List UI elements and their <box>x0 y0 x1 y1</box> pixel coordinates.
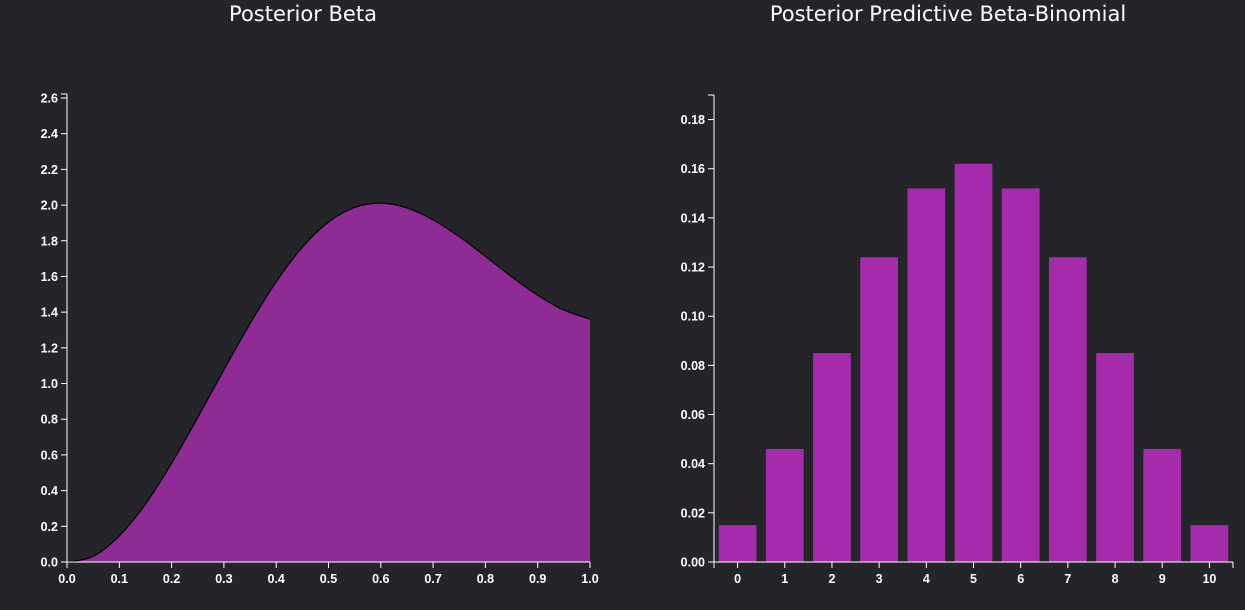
y-tick-label: 0.10 <box>681 310 705 324</box>
y-tick-label: 2.2 <box>41 163 58 177</box>
bar-7 <box>1048 257 1087 562</box>
bar-9 <box>1143 448 1182 562</box>
bar-3 <box>860 257 899 562</box>
x-tick-label: 0 <box>734 572 741 586</box>
y-tick-label: 1.4 <box>41 306 58 320</box>
bar-4 <box>907 188 946 562</box>
y-tick-label: 0.04 <box>681 457 705 471</box>
y-tick-label: 0.6 <box>41 448 58 462</box>
posterior-beta-plot-area: 0.0 0.2 0.4 0.6 0.8 1.0 1.2 1.4 1.6 1.8 2.0 2.2 2.4 2… <box>41 92 599 587</box>
x-tick-label: 7 <box>1064 572 1071 586</box>
x-tick-label: 0.5 <box>320 572 337 586</box>
x-tick-label: 3 <box>876 572 883 586</box>
y-tick-label: 0.12 <box>681 261 705 275</box>
x-tick-label: 8 <box>1112 572 1119 586</box>
y-tick-label: 2.4 <box>41 127 58 141</box>
y-tick-label: 0.16 <box>681 162 705 176</box>
x-tick-label: 2 <box>828 572 835 586</box>
y-tick-label: 1.0 <box>41 377 58 391</box>
x-tick-label: 0.8 <box>477 572 494 586</box>
y-tick-label: 2.0 <box>41 199 58 213</box>
x-tick-label: 0.9 <box>529 572 546 586</box>
x-tick-label: 10 <box>1202 572 1216 586</box>
x-tick-label: 0.1 <box>111 572 128 586</box>
y-tick-label: 0.2 <box>41 520 58 534</box>
x-tick-label: 6 <box>1017 572 1024 586</box>
chart-title-beta-binomial: Posterior Predictive Beta-Binomial <box>769 2 1127 26</box>
x-tick-label: 0.4 <box>268 572 285 586</box>
y-tick-label: 1.2 <box>41 341 58 355</box>
density-line <box>66 202 591 563</box>
x-tick-label: 0.2 <box>163 572 180 586</box>
y-tick-label: 0.14 <box>681 211 705 225</box>
x-tick-label: 0.3 <box>215 572 232 586</box>
bar-5 <box>954 163 993 563</box>
bar-0 <box>718 525 757 562</box>
x-tick-label: 0.0 <box>58 572 75 586</box>
bar-2 <box>813 353 851 562</box>
chart-title-posterior-beta: Posterior Beta <box>229 2 377 26</box>
bar-8 <box>1096 353 1134 562</box>
bar-1 <box>765 448 804 562</box>
y-tick-label: 0.0 <box>41 556 58 570</box>
y-tick-label: 0.08 <box>681 359 705 373</box>
y-tick-label: 0.4 <box>41 484 58 498</box>
y-tick-label: 2.6 <box>41 92 58 106</box>
y-tick-label: 0.06 <box>681 408 705 422</box>
bar-6 <box>1001 188 1040 562</box>
x-tick-label: 1.0 <box>581 572 598 586</box>
x-tick-label: 1 <box>781 572 788 586</box>
x-tick-label: 0.7 <box>424 572 441 586</box>
density-area <box>67 203 590 562</box>
beta-binomial-plot-area: 0.00 0.02 0.04 0.06 0.08 0.10 0.12 0.14 0.16 0.18… <box>681 94 1234 586</box>
y-tick-label: 1.8 <box>41 234 58 248</box>
y-tick-label: 1.6 <box>41 270 58 284</box>
x-tick-label: 0.6 <box>372 572 389 586</box>
y-tick-label: 0.02 <box>681 506 705 520</box>
posterior-beta-chart: 0.0 0.2 0.4 0.6 0.8 1.0 1.2 1.4 1.6 1.8 2.0 2.2 2.4 2… <box>41 92 599 587</box>
y-tick-label: 0.8 <box>41 413 58 427</box>
y-tick-label: 0.00 <box>681 556 705 570</box>
bar-10 <box>1190 525 1229 562</box>
beta-binomial-chart: 0.00 0.02 0.04 0.06 0.08 0.10 0.12 0.14 0.16 0.18… <box>681 94 1234 586</box>
x-tick-label: 4 <box>923 572 930 586</box>
x-tick-label: 5 <box>970 572 977 586</box>
x-tick-label: 9 <box>1159 572 1166 586</box>
y-tick-label: 0.18 <box>681 113 705 127</box>
